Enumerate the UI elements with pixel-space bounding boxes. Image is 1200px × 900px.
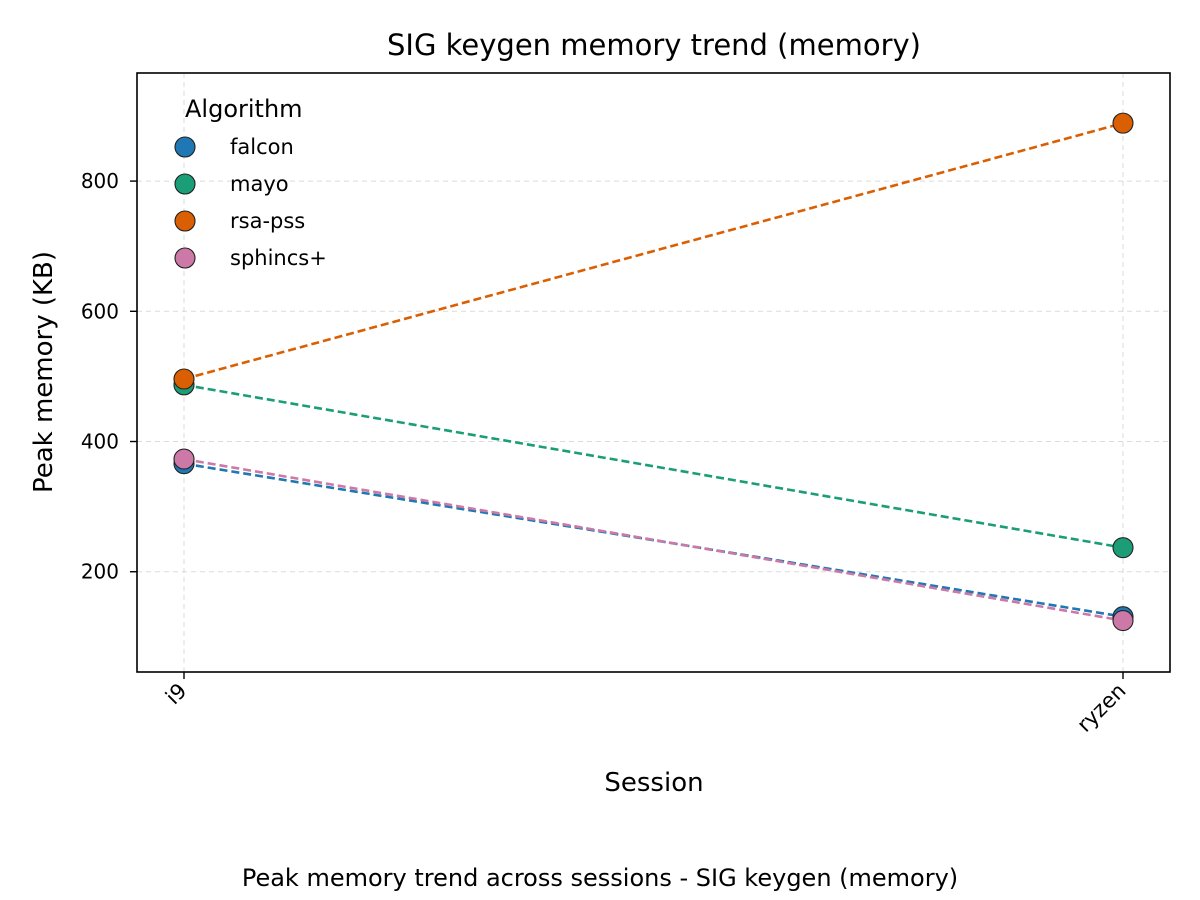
legend-title: Algorithm — [185, 95, 303, 123]
series-line-rsa-pss — [183, 121, 1124, 381]
legend-marker-falcon — [174, 136, 196, 158]
y-axis-label: Peak memory (KB) — [29, 251, 59, 493]
series-line-sphincs+ — [183, 457, 1124, 622]
data-point-mayo — [1112, 537, 1134, 559]
legend-label-rsa-pss: rsa-pss — [230, 209, 305, 233]
grid — [137, 73, 1170, 672]
y-tick-label: 200 — [81, 560, 119, 584]
y-tick-label: 800 — [81, 169, 119, 193]
data-point-rsa-pss — [1112, 112, 1134, 134]
data-point-sphincs+ — [1112, 610, 1134, 632]
legend-label-falcon: falcon — [230, 135, 294, 159]
legend-marker-mayo — [174, 173, 196, 195]
legend-marker-rsa-pss — [174, 210, 196, 232]
legend: Algorithm falcon mayo rsa-pss sphincs+ — [174, 95, 327, 270]
x-tick-label: ryzen — [1072, 679, 1130, 737]
chart-title: SIG keygen memory trend (memory) — [387, 28, 921, 62]
legend-marker-sphincs+ — [174, 247, 196, 269]
y-tick-label: 600 — [81, 299, 119, 323]
series-line-falcon — [183, 462, 1124, 618]
legend-label-sphincs+: sphincs+ — [230, 246, 327, 270]
x-tick-label: i9 — [161, 679, 192, 710]
data-point-sphincs+ — [173, 448, 195, 470]
plot-frame — [136, 72, 1171, 673]
x-axis-label: Session — [604, 768, 703, 798]
figure-caption: Peak memory trend across sessions - SIG … — [241, 864, 959, 892]
series-layer — [173, 112, 1134, 632]
data-point-rsa-pss — [173, 368, 195, 390]
legend-label-mayo: mayo — [230, 172, 289, 196]
series-line-mayo — [183, 383, 1124, 549]
y-tick-label: 400 — [81, 430, 119, 454]
